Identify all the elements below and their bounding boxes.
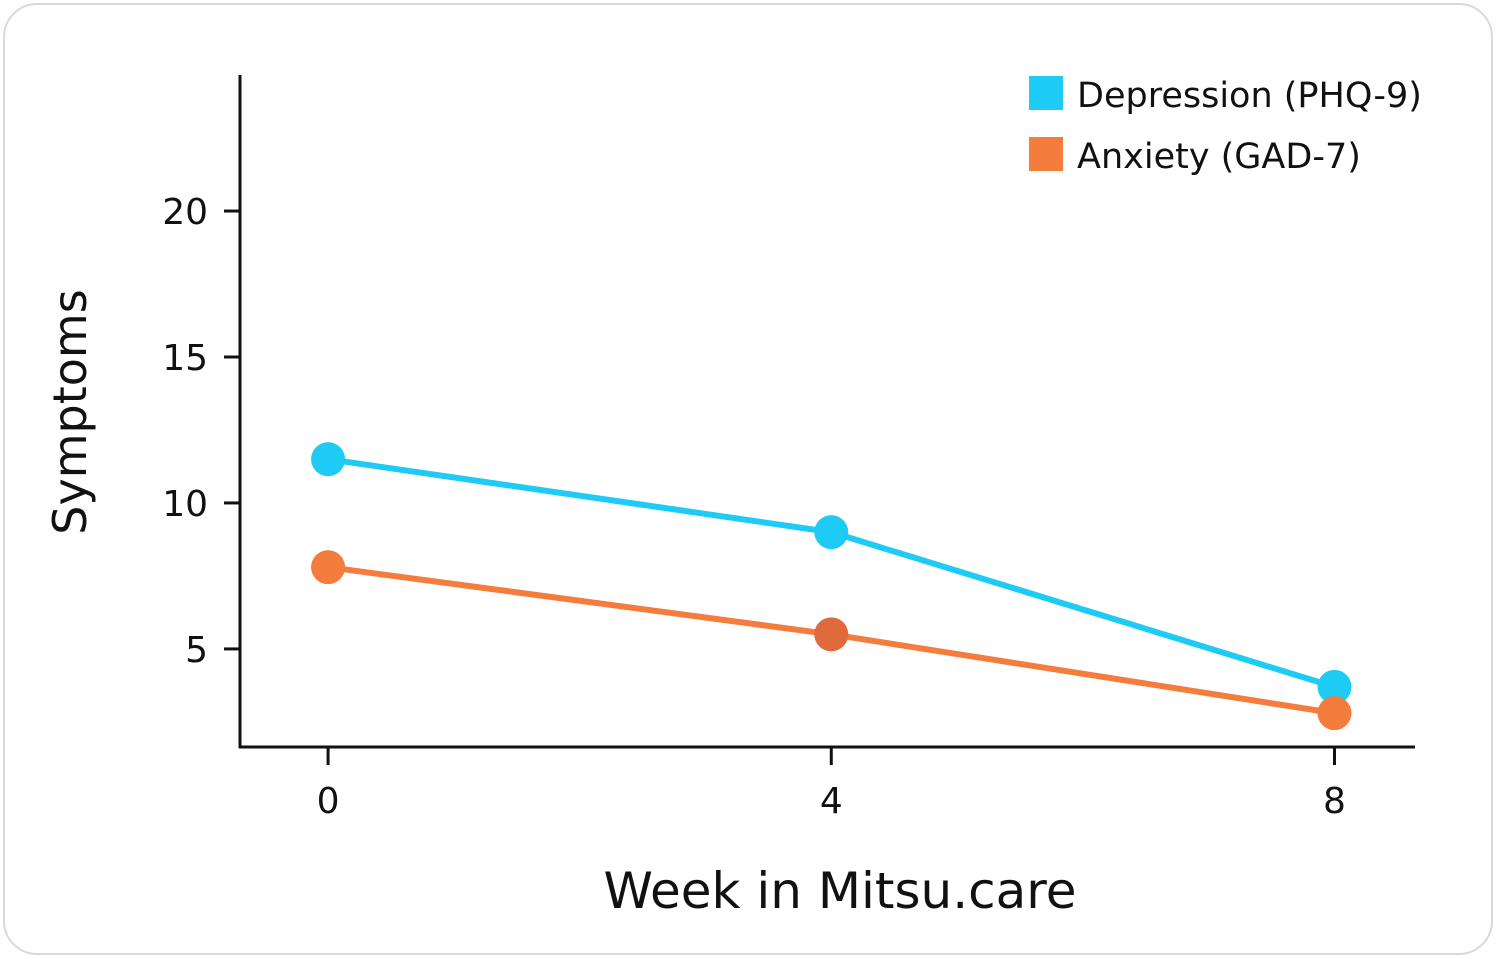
data-point <box>1317 669 1352 704</box>
x-tick-label: 8 <box>1323 781 1346 822</box>
legend-label: Anxiety (GAD-7) <box>1077 137 1361 177</box>
series-line-0 <box>327 456 1336 690</box>
x-tick-label: 4 <box>820 781 843 822</box>
data-point <box>311 442 346 477</box>
legend-label: Depression (PHQ-9) <box>1077 76 1422 116</box>
series-lines <box>311 442 1352 731</box>
y-tick-label: 10 <box>162 484 208 525</box>
data-point <box>1317 696 1352 731</box>
x-axis-label: Week in Mitsu.care <box>604 862 1077 920</box>
legend-swatch <box>1029 137 1063 171</box>
legend: Depression (PHQ-9) Anxiety (GAD-7) <box>1029 76 1422 177</box>
axes: 5 10 15 20 0 4 8 <box>162 75 1415 822</box>
data-point <box>814 515 849 550</box>
y-tick-label: 15 <box>162 338 208 379</box>
x-tick-label: 0 <box>317 781 340 822</box>
data-point <box>311 550 346 585</box>
legend-swatch <box>1029 76 1063 110</box>
y-tick-label: 20 <box>162 192 208 233</box>
data-point <box>814 617 849 652</box>
y-tick-label: 5 <box>185 630 208 671</box>
y-axis-label: Symptoms <box>43 289 97 534</box>
chart-card <box>3 3 1493 955</box>
